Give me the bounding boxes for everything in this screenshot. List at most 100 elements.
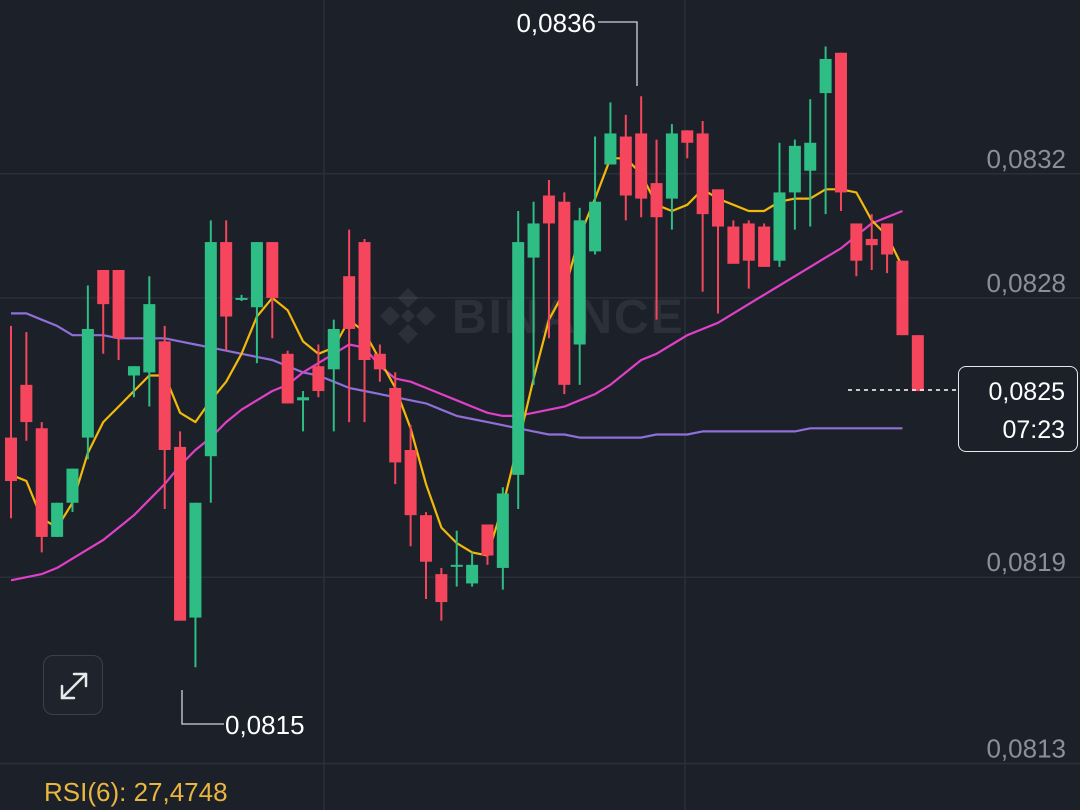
candle-body: [619, 136, 632, 196]
candle[interactable]: [281, 350, 294, 404]
candle-body: [496, 493, 509, 568]
current-price-tag: 0,0825 07:23: [958, 366, 1078, 452]
candle[interactable]: [911, 335, 924, 392]
candle[interactable]: [604, 102, 617, 165]
candle-body: [712, 189, 725, 227]
candle[interactable]: [850, 223, 863, 277]
rsi-indicator: RSI(6): 27,4748: [44, 777, 228, 807]
binance-diamond-icon: [380, 288, 436, 344]
candle[interactable]: [127, 366, 140, 398]
price-tick-label: 0,0832: [986, 144, 1066, 174]
candle[interactable]: [696, 121, 709, 292]
candle-body: [834, 52, 847, 193]
candle[interactable]: [542, 180, 555, 339]
candle-countdown: 07:23: [1002, 416, 1065, 444]
candle[interactable]: [896, 260, 909, 336]
candle[interactable]: [404, 425, 417, 547]
candle-body: [850, 223, 863, 261]
candle-body: [727, 226, 740, 264]
candle-body: [158, 341, 171, 450]
candle[interactable]: [712, 189, 725, 314]
candle[interactable]: [865, 214, 878, 270]
candle[interactable]: [665, 124, 678, 230]
candles: [5, 46, 924, 668]
candle[interactable]: [97, 270, 110, 354]
candle[interactable]: [5, 325, 17, 519]
candle[interactable]: [527, 201, 540, 385]
candle-body: [250, 242, 263, 308]
candle[interactable]: [35, 422, 48, 553]
candle[interactable]: [450, 530, 463, 587]
candle-body: [35, 428, 48, 537]
current-price: 0,0825: [988, 378, 1065, 406]
candle-body: [97, 270, 110, 305]
candle[interactable]: [512, 211, 525, 509]
candle[interactable]: [373, 344, 386, 382]
candle[interactable]: [81, 285, 94, 460]
candle[interactable]: [174, 431, 187, 621]
candle[interactable]: [819, 46, 832, 215]
candle-body: [327, 328, 340, 370]
candle-body: [235, 297, 248, 300]
candle-body: [312, 366, 325, 392]
candle[interactable]: [189, 502, 202, 668]
candle[interactable]: [358, 238, 371, 423]
candle-body: [419, 515, 432, 562]
ma-slow-line: [11, 312, 903, 439]
candle[interactable]: [266, 242, 279, 339]
candle-body: [865, 238, 878, 246]
candle[interactable]: [312, 344, 325, 398]
candle[interactable]: [235, 294, 248, 302]
candle[interactable]: [788, 139, 801, 230]
low-marker: 0,0815: [181, 690, 305, 740]
candle[interactable]: [558, 192, 571, 395]
fullscreen-button[interactable]: [43, 655, 103, 715]
candle[interactable]: [143, 276, 156, 407]
candle[interactable]: [112, 270, 125, 360]
candle-body: [681, 130, 694, 143]
candle-body: [435, 574, 448, 603]
candle[interactable]: [220, 220, 233, 351]
candle-body: [742, 223, 755, 261]
candle[interactable]: [51, 502, 64, 537]
candle[interactable]: [297, 391, 310, 432]
candle[interactable]: [435, 567, 448, 621]
candle[interactable]: [727, 220, 740, 264]
candle[interactable]: [389, 372, 402, 485]
candle-body: [527, 223, 540, 258]
price-tick-label: 0,0828: [986, 268, 1066, 298]
candle[interactable]: [466, 552, 479, 587]
candle[interactable]: [250, 242, 263, 364]
binance-watermark: BINANCE: [380, 288, 683, 344]
candle[interactable]: [66, 468, 79, 513]
candle[interactable]: [681, 130, 694, 159]
candle[interactable]: [573, 207, 586, 385]
candle-body: [604, 133, 617, 165]
candle[interactable]: [619, 114, 632, 221]
candle[interactable]: [635, 96, 648, 218]
candle[interactable]: [343, 229, 356, 423]
candle[interactable]: [419, 512, 432, 599]
candle[interactable]: [327, 319, 340, 432]
candle[interactable]: [804, 99, 817, 227]
candle-body: [758, 226, 771, 267]
candle[interactable]: [742, 220, 755, 289]
candle-body: [204, 242, 217, 457]
candle-body: [220, 242, 233, 317]
candle[interactable]: [496, 487, 509, 590]
candle-body: [281, 353, 294, 404]
candle[interactable]: [589, 136, 602, 255]
candle[interactable]: [650, 139, 663, 320]
candle[interactable]: [773, 142, 786, 267]
candle[interactable]: [481, 524, 494, 565]
candle-body: [665, 133, 678, 199]
candle[interactable]: [20, 332, 33, 441]
candle[interactable]: [834, 52, 847, 212]
candle[interactable]: [158, 325, 171, 509]
candle[interactable]: [204, 220, 217, 503]
candle[interactable]: [758, 223, 771, 267]
candle-body: [66, 468, 79, 503]
candle[interactable]: [881, 223, 894, 274]
